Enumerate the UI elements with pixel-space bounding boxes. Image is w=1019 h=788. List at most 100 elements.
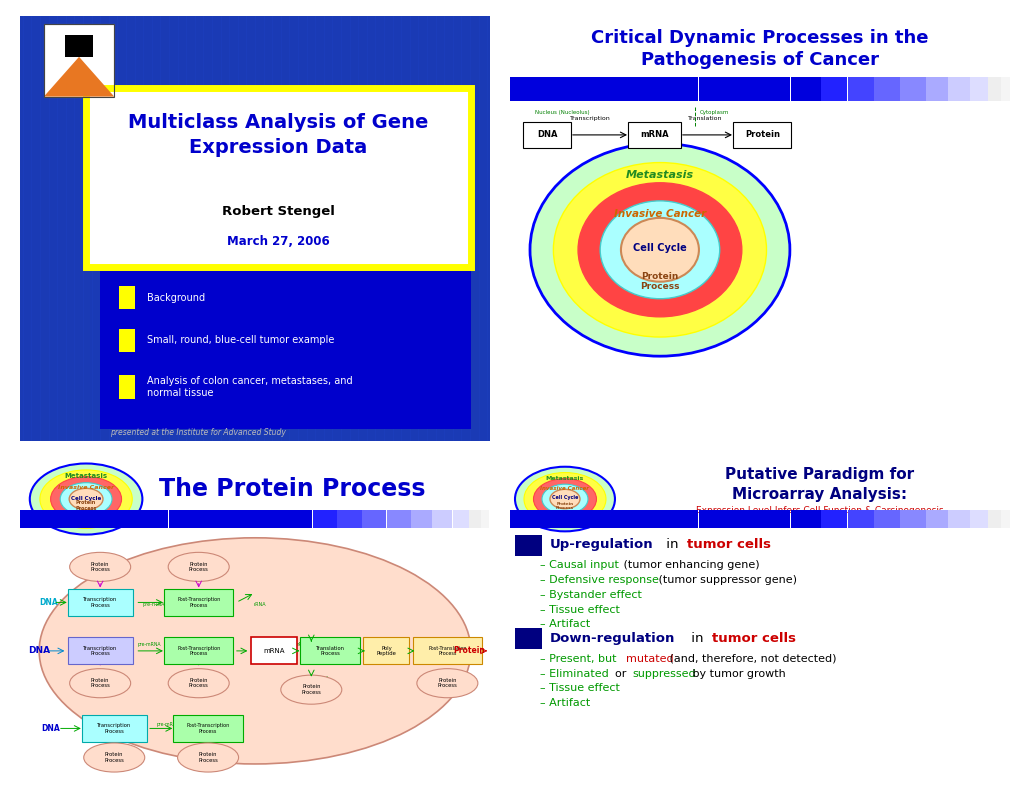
Ellipse shape — [549, 489, 580, 509]
FancyBboxPatch shape — [168, 511, 197, 528]
Text: tumor cells: tumor cells — [687, 538, 770, 552]
Text: (tumor suppressor gene): (tumor suppressor gene) — [654, 574, 796, 585]
Text: mRNA: mRNA — [640, 130, 668, 139]
Bar — [119, 375, 136, 399]
Text: tumor cells: tumor cells — [711, 632, 796, 645]
Ellipse shape — [541, 484, 587, 514]
FancyBboxPatch shape — [164, 637, 233, 664]
Text: Expression Level Infers Cell Function & Carcinogenesis: Expression Level Infers Cell Function & … — [695, 506, 943, 515]
Ellipse shape — [39, 538, 471, 764]
FancyBboxPatch shape — [820, 511, 847, 528]
Text: Protein
Process: Protein Process — [104, 753, 124, 763]
Text: by tumor growth: by tumor growth — [689, 668, 786, 678]
Text: mRNA: mRNA — [263, 648, 284, 654]
Text: Robert Stengel: Robert Stengel — [222, 205, 334, 218]
FancyBboxPatch shape — [948, 511, 969, 528]
Ellipse shape — [515, 466, 614, 531]
Ellipse shape — [69, 669, 130, 697]
FancyBboxPatch shape — [86, 88, 471, 267]
Text: DNA: DNA — [537, 130, 557, 139]
Text: Protein
Process: Protein Process — [437, 678, 457, 689]
Text: Multiclass Analysis of Gene
Expression Data: Multiclass Analysis of Gene Expression D… — [128, 113, 428, 157]
FancyBboxPatch shape — [925, 77, 948, 101]
Text: Protein
Process: Protein Process — [75, 500, 97, 511]
Text: pre-mRNA: pre-mRNA — [156, 722, 179, 727]
Text: Invasive Cancer: Invasive Cancer — [613, 209, 705, 218]
Text: – Defensive response: – Defensive response — [539, 574, 658, 585]
Text: Poly
Peptide: Poly Peptide — [376, 645, 396, 656]
Text: Critical Dynamic Processes in the
Pathogenesis of Cancer: Critical Dynamic Processes in the Pathog… — [591, 28, 927, 69]
Ellipse shape — [84, 743, 145, 772]
Text: Protein
Process: Protein Process — [555, 502, 574, 510]
FancyBboxPatch shape — [67, 589, 132, 616]
FancyBboxPatch shape — [729, 77, 759, 101]
Ellipse shape — [524, 473, 605, 526]
FancyBboxPatch shape — [925, 511, 948, 528]
Text: – Bystander effect: – Bystander effect — [539, 589, 641, 600]
Text: in: in — [661, 538, 683, 552]
Text: Transcription
Process: Transcription Process — [97, 723, 131, 734]
FancyBboxPatch shape — [251, 637, 297, 664]
Text: rRNA: rRNA — [253, 602, 266, 608]
Bar — [44, 24, 114, 97]
FancyBboxPatch shape — [900, 77, 925, 101]
Text: Transcription: Transcription — [569, 116, 609, 121]
Text: mRNA: mRNA — [294, 642, 309, 647]
Text: The Protein Process: The Protein Process — [159, 478, 425, 501]
Text: tRNA: tRNA — [318, 676, 329, 681]
FancyBboxPatch shape — [667, 511, 698, 528]
FancyBboxPatch shape — [312, 511, 336, 528]
Ellipse shape — [553, 162, 765, 337]
Text: Down-regulation: Down-regulation — [549, 632, 675, 645]
Ellipse shape — [177, 743, 238, 772]
Text: – Eliminated: – Eliminated — [539, 668, 611, 678]
FancyBboxPatch shape — [987, 511, 1000, 528]
Text: Up-regulation: Up-regulation — [549, 538, 653, 552]
Text: Cell Cycle: Cell Cycle — [71, 496, 101, 500]
FancyBboxPatch shape — [987, 77, 1000, 101]
FancyBboxPatch shape — [226, 511, 255, 528]
Ellipse shape — [168, 669, 229, 697]
Text: or: or — [614, 668, 629, 678]
FancyBboxPatch shape — [1000, 511, 1009, 528]
Text: – Artifact: – Artifact — [539, 619, 590, 630]
Ellipse shape — [69, 552, 130, 582]
FancyBboxPatch shape — [729, 511, 759, 528]
Bar — [515, 628, 542, 649]
Text: Small, round, blue-cell tumor example: Small, round, blue-cell tumor example — [147, 336, 334, 345]
Text: Putative Paradigm for: Putative Paradigm for — [725, 467, 914, 482]
Text: presented at the Institute for Advanced Study: presented at the Institute for Advanced … — [109, 428, 285, 437]
Text: Protein
Process: Protein Process — [301, 685, 321, 695]
Ellipse shape — [69, 489, 103, 510]
Text: Post-Transcription
Process: Post-Transcription Process — [186, 723, 229, 734]
Text: Protein: Protein — [452, 646, 484, 656]
Text: in: in — [687, 632, 707, 645]
Text: tRNA: tRNA — [318, 653, 329, 658]
Text: – Artifact: – Artifact — [539, 697, 590, 708]
FancyBboxPatch shape — [432, 511, 451, 528]
FancyBboxPatch shape — [948, 77, 969, 101]
FancyBboxPatch shape — [300, 637, 360, 664]
FancyBboxPatch shape — [847, 511, 873, 528]
FancyBboxPatch shape — [363, 637, 409, 664]
Text: Nucleus (Nucleolus): Nucleus (Nucleolus) — [534, 110, 589, 114]
Bar — [65, 35, 93, 57]
Ellipse shape — [30, 463, 143, 534]
Text: – Causal input: – Causal input — [539, 560, 619, 570]
Text: Transcription
Process: Transcription Process — [83, 645, 117, 656]
Ellipse shape — [280, 675, 341, 704]
Text: Metastasis: Metastasis — [64, 473, 108, 479]
Text: – Present, but: – Present, but — [539, 654, 620, 664]
FancyBboxPatch shape — [759, 77, 790, 101]
FancyBboxPatch shape — [510, 511, 666, 528]
FancyBboxPatch shape — [873, 77, 899, 101]
FancyBboxPatch shape — [698, 511, 729, 528]
Text: DNA: DNA — [39, 598, 58, 607]
Ellipse shape — [621, 217, 698, 281]
FancyBboxPatch shape — [173, 715, 243, 742]
Text: (and, therefore, not detected): (and, therefore, not detected) — [665, 654, 837, 664]
Text: Post-Translation
Process: Post-Translation Process — [428, 645, 466, 656]
Text: pre-mRNA: pre-mRNA — [138, 642, 161, 647]
FancyBboxPatch shape — [20, 511, 168, 528]
FancyBboxPatch shape — [337, 511, 362, 528]
